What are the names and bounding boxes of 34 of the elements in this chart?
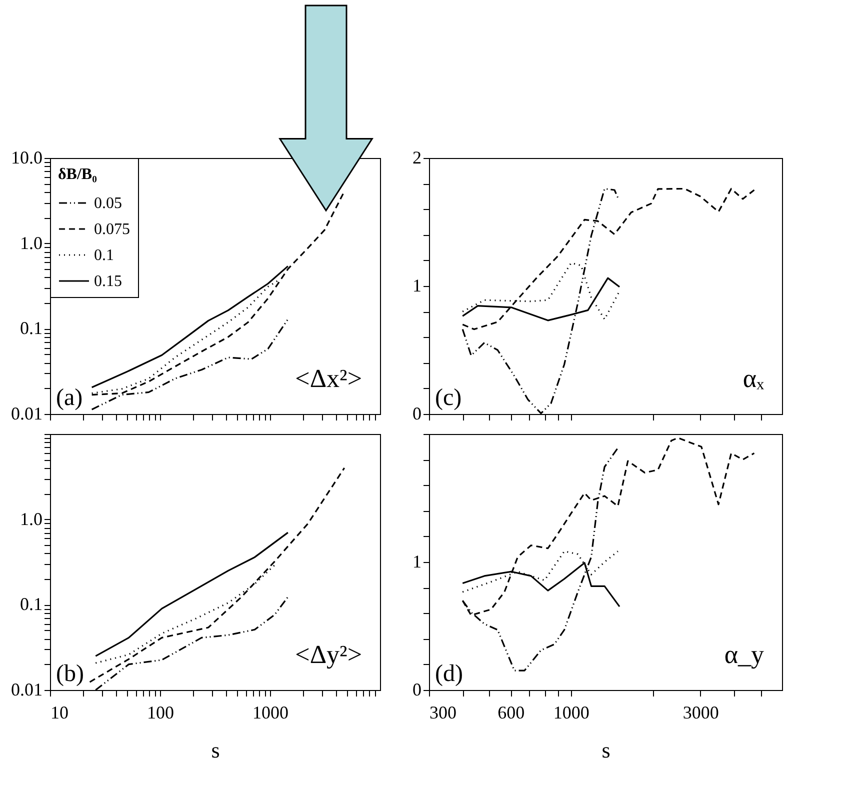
- annotation: (b): [56, 661, 84, 687]
- legend-title: δB/B₀: [58, 166, 98, 183]
- y-tick-label: 0.01: [11, 680, 42, 700]
- y-tick-label: 0.1: [20, 318, 42, 338]
- annotation: <Δy²>: [295, 640, 362, 669]
- y-tick-label: 10.0: [11, 148, 42, 168]
- x-axis-title: s: [602, 738, 610, 762]
- legend-label: 0.1: [94, 247, 114, 264]
- annotation: α_y: [724, 640, 764, 669]
- y-tick-label: 0: [412, 404, 422, 424]
- x-tick-label: 100: [147, 702, 174, 722]
- x-tick-label: 1000: [252, 702, 288, 722]
- annotation: (d): [435, 661, 463, 687]
- y-tick-label: 1: [412, 552, 422, 572]
- legend-label: 0.075: [94, 221, 130, 238]
- x-tick-label: 600: [498, 702, 525, 722]
- legend-label: 0.15: [94, 273, 122, 290]
- annotation: <Δx²>: [295, 364, 362, 393]
- x-tick-label: 300: [430, 702, 456, 722]
- y-tick-label: 0: [412, 680, 422, 700]
- annotation: (c): [435, 385, 462, 411]
- y-tick-label: 1: [412, 276, 422, 296]
- annotation: αₓ: [742, 364, 764, 393]
- annotation: (a): [56, 385, 83, 411]
- x-tick-label: 10: [50, 702, 68, 722]
- y-tick-label: 0.1: [20, 594, 42, 614]
- y-tick-label: 1.0: [20, 508, 42, 529]
- y-tick-label: 0.01: [11, 404, 42, 424]
- x-axis-title: s: [211, 738, 220, 762]
- legend-label: 0.05: [94, 195, 122, 212]
- x-tick-label: 3000: [682, 702, 719, 722]
- x-tick-label: 1000: [553, 702, 590, 722]
- y-tick-label: 1.0: [20, 232, 42, 253]
- y-tick-label: 2: [412, 148, 422, 168]
